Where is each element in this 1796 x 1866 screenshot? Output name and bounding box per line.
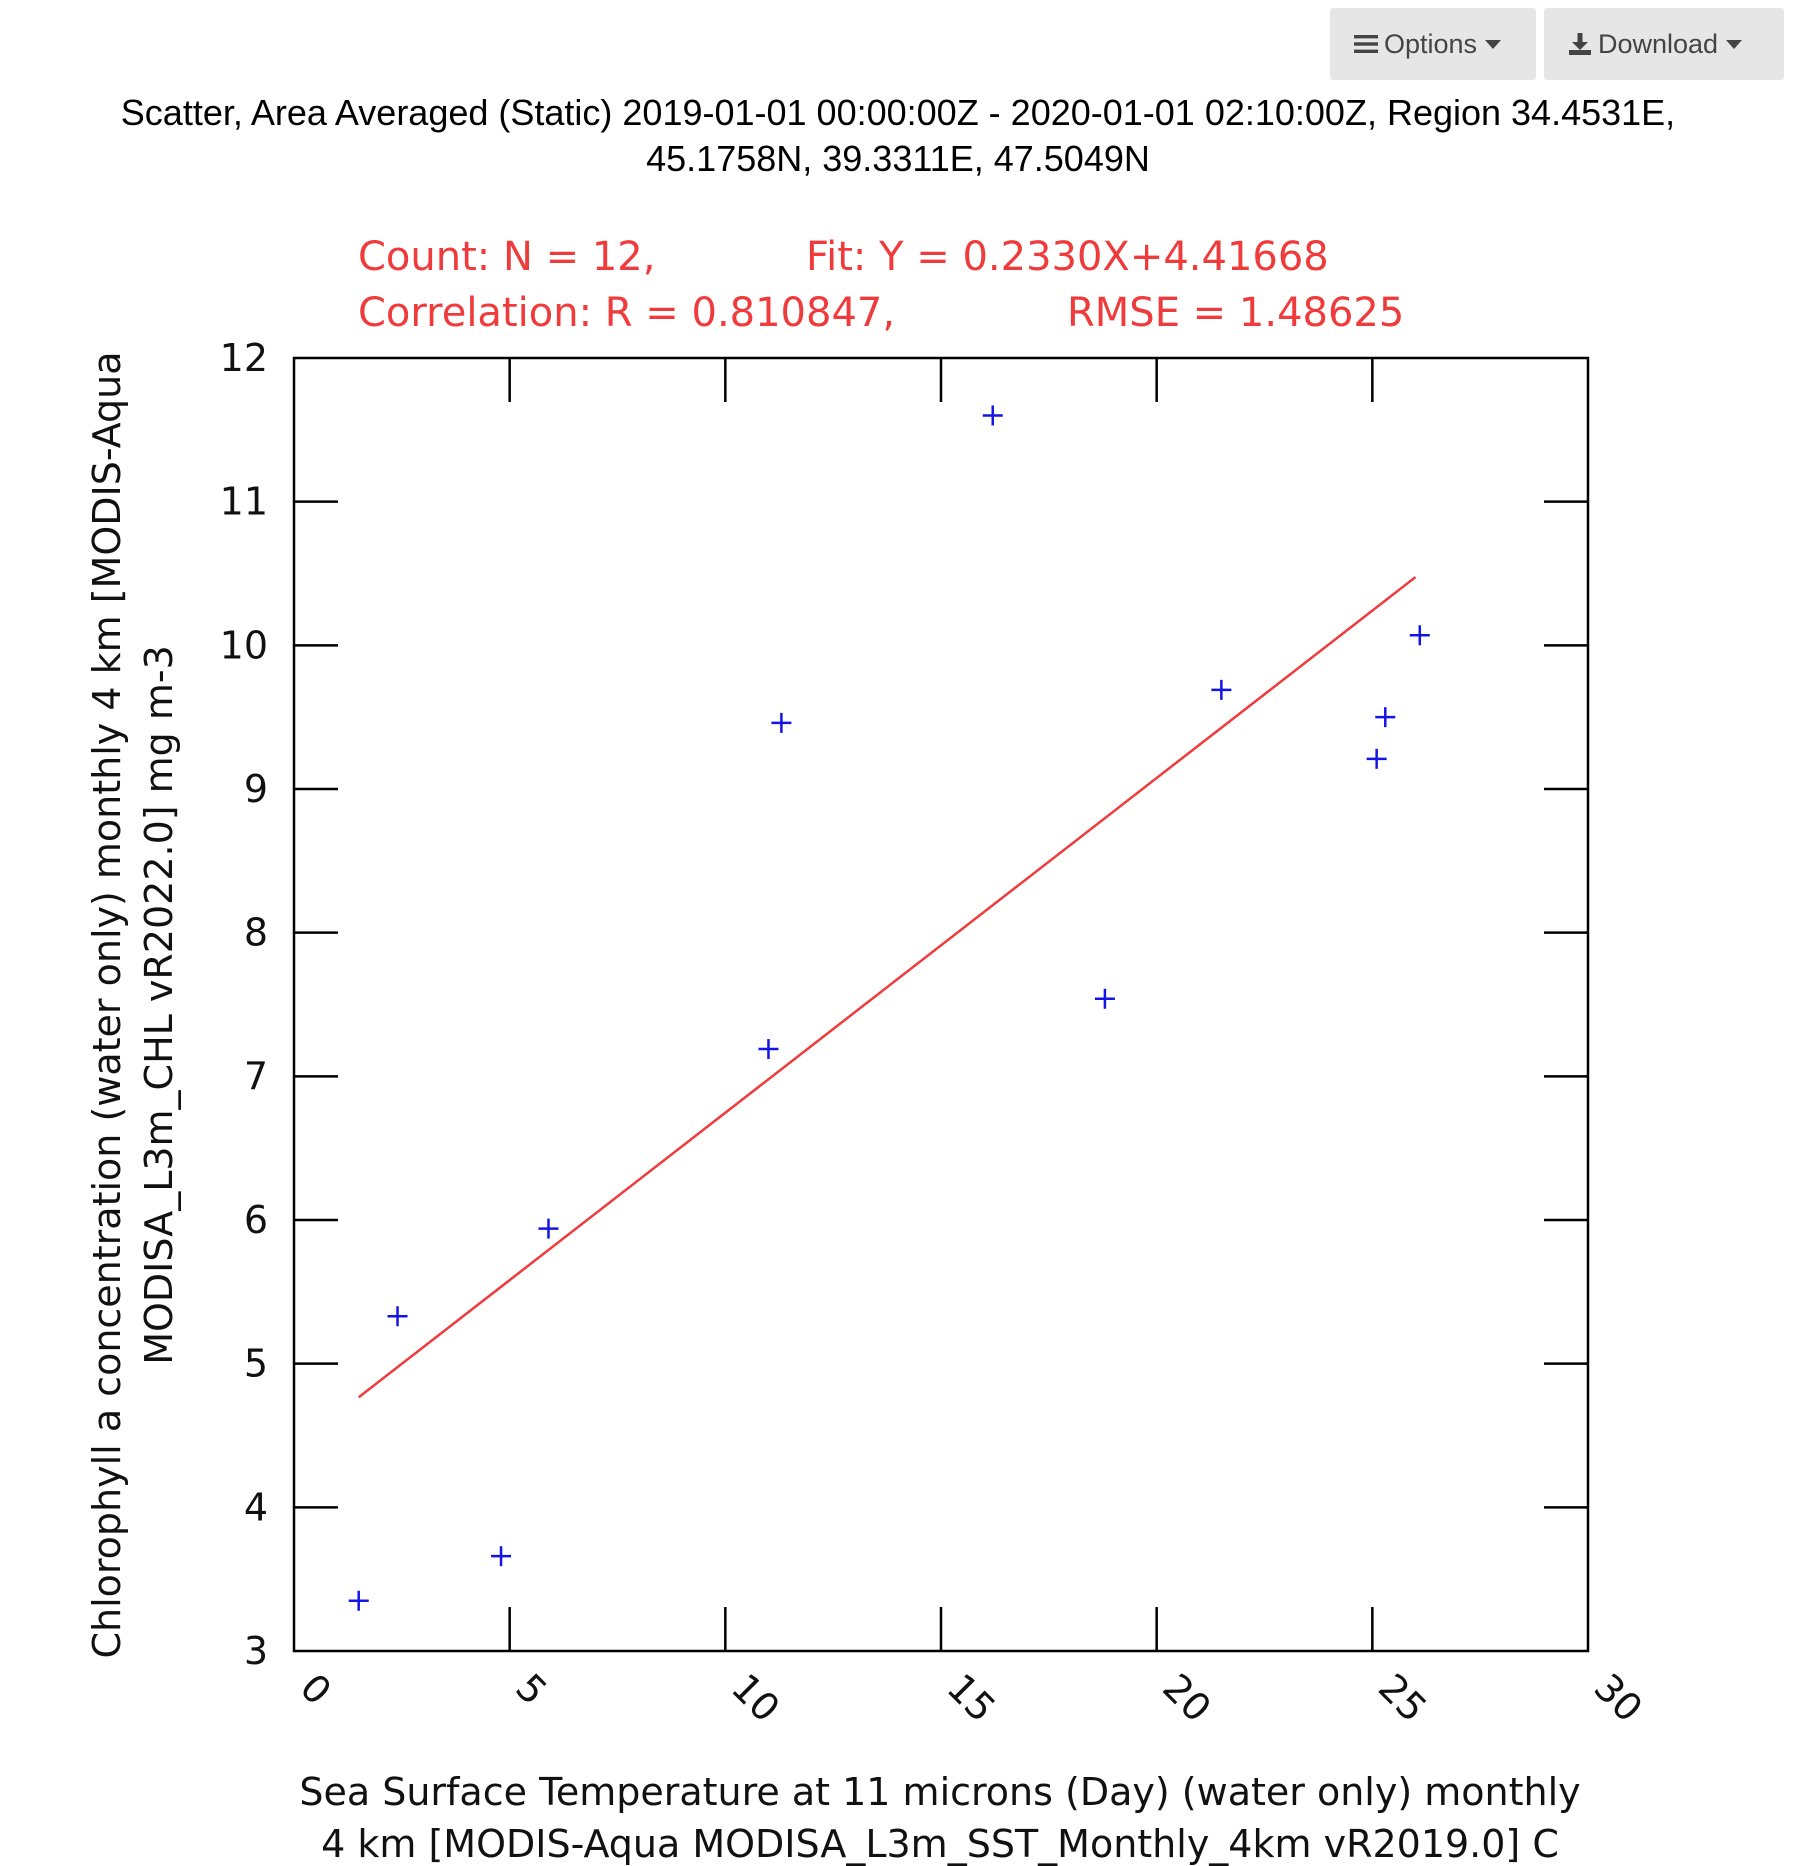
data-point — [491, 1546, 512, 1567]
data-point — [1211, 679, 1232, 700]
y-tick-label: 8 — [244, 911, 268, 955]
chevron-down-icon — [1726, 39, 1743, 49]
data-points — [348, 405, 1430, 1611]
data-point — [758, 1039, 779, 1060]
plot-frame — [292, 356, 1590, 1653]
options-label: Options — [1384, 28, 1478, 59]
download-button[interactable]: Download — [1544, 8, 1784, 80]
data-point — [1409, 625, 1430, 646]
x-tick-label: 0 — [292, 1665, 340, 1713]
x-tick-label: 10 — [723, 1665, 788, 1730]
data-point — [387, 1306, 408, 1327]
x-tick-label: 20 — [1154, 1665, 1219, 1730]
y-tick-label: 10 — [220, 623, 268, 667]
x-tick-label: 5 — [507, 1665, 555, 1713]
page-title-line2: 45.1758N, 39.3311E, 47.5049N — [646, 138, 1150, 179]
y-tick-label: 7 — [244, 1054, 268, 1098]
y-tick-label: 6 — [244, 1198, 268, 1242]
data-point — [982, 405, 1003, 426]
menu-icon — [1354, 34, 1378, 54]
chevron-down-icon — [1485, 39, 1502, 49]
fit-line — [357, 576, 1417, 1399]
y-tick-label: 3 — [244, 1629, 268, 1673]
options-button[interactable]: Options — [1330, 8, 1536, 80]
y-axis-label-line1: Chlorophyll a concentration (water only)… — [85, 351, 129, 1658]
y-tick-label: 5 — [244, 1342, 268, 1386]
data-point — [1375, 707, 1396, 728]
x-tick-label: 30 — [1586, 1665, 1651, 1730]
toolbar: Options Download — [1330, 8, 1784, 80]
stat-rmse: RMSE = 1.48625 — [1067, 290, 1404, 336]
data-point — [771, 712, 792, 733]
data-point — [538, 1218, 559, 1239]
download-icon — [1568, 32, 1592, 56]
stat-fit: Fit: Y = 0.2330X+4.41668 — [806, 234, 1329, 280]
x-axis-label-line2: 4 km [MODIS-Aqua MODISA_L3m_SST_Monthly_… — [321, 1822, 1559, 1866]
stat-count: Count: N = 12, — [358, 234, 655, 280]
x-tick-labels: 0 5 10 15 20 25 30 — [292, 1665, 1651, 1730]
y-tick-label: 12 — [220, 336, 268, 380]
x-tick-label: 15 — [939, 1665, 1004, 1730]
stat-correlation: Correlation: R = 0.810847, — [358, 290, 895, 336]
y-tick-labels: 3 4 5 6 7 8 9 10 11 12 — [220, 336, 268, 1673]
tick-marks — [294, 358, 1588, 1651]
x-tick-label: 25 — [1370, 1665, 1435, 1730]
data-point — [1366, 748, 1387, 769]
page-title: Scatter, Area Averaged (Static) 2019-01-… — [0, 90, 1796, 182]
download-label: Download — [1598, 28, 1719, 59]
data-point — [348, 1590, 369, 1611]
x-axis-label-line1: Sea Surface Temperature at 11 microns (D… — [299, 1770, 1580, 1814]
y-axis-label-line2: MODISA_L3m_CHL vR2022.0] mg m-3 — [137, 645, 181, 1365]
y-tick-label: 9 — [244, 767, 268, 811]
y-tick-label: 11 — [220, 480, 268, 524]
data-point — [1094, 988, 1115, 1009]
page-title-line1: Scatter, Area Averaged (Static) 2019-01-… — [120, 92, 1676, 133]
y-tick-label: 4 — [244, 1485, 268, 1529]
